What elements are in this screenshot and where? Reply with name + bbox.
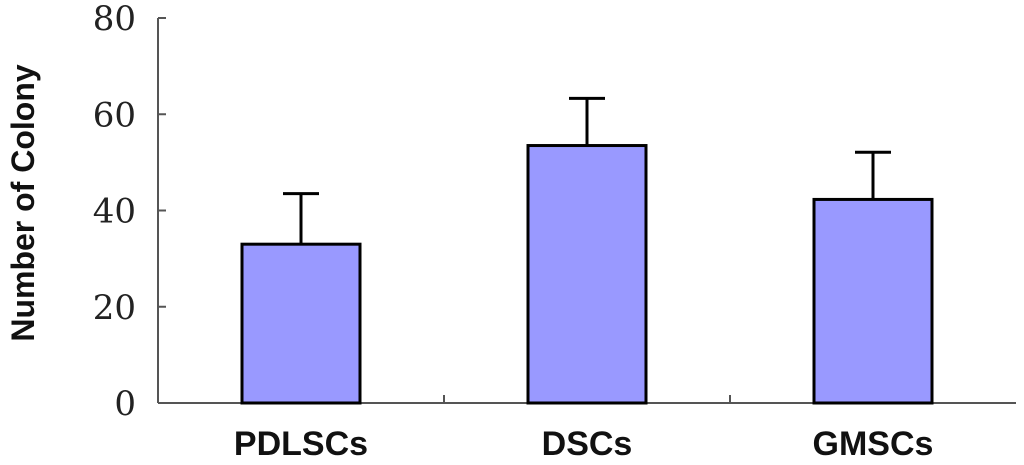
y-tick-label: 0 — [114, 384, 136, 424]
bar — [240, 242, 362, 405]
category-label: DSCs — [542, 425, 633, 463]
y-tick-label: 20 — [93, 288, 136, 328]
bar — [526, 144, 648, 405]
x-category-labels: PDLSCs DSCs GMSCs — [234, 425, 934, 463]
bar — [812, 197, 934, 405]
category-label: GMSCs — [813, 425, 934, 463]
error-bars — [283, 96, 891, 245]
y-tick-label: 80 — [93, 0, 136, 39]
y-tick-label: 40 — [93, 192, 136, 232]
category-label: PDLSCs — [234, 425, 368, 463]
y-tick-labels: 0 20 40 60 80 — [93, 0, 136, 424]
y-tick-label: 60 — [93, 95, 136, 135]
y-axis-title: Number of Colony — [5, 64, 41, 342]
bars — [240, 144, 934, 405]
